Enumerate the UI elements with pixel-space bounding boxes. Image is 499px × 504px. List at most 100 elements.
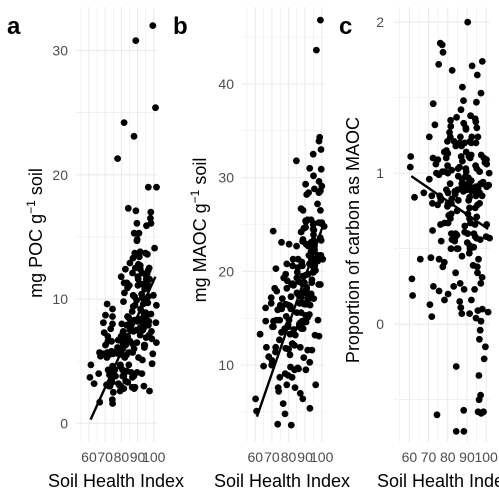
- data-point: [135, 229, 143, 237]
- x-tick-label: 60: [81, 449, 97, 465]
- data-point: [477, 391, 484, 399]
- data-point: [142, 275, 150, 283]
- data-point: [120, 298, 127, 305]
- data-point: [267, 299, 275, 307]
- data-point: [435, 287, 443, 295]
- data-point: [86, 374, 94, 381]
- data-point: [454, 196, 462, 204]
- data-point: [262, 304, 269, 312]
- data-point: [452, 363, 460, 370]
- data-point: [272, 265, 280, 272]
- data-point: [144, 183, 152, 191]
- data-point: [115, 381, 123, 389]
- data-point: [282, 270, 290, 278]
- data-point: [451, 234, 459, 242]
- data-point: [474, 201, 481, 209]
- grid: [76, 7, 157, 442]
- data-point: [132, 207, 140, 215]
- data-point: [456, 280, 464, 287]
- data-point: [289, 262, 296, 270]
- data-point: [125, 314, 133, 322]
- data-point: [477, 151, 485, 159]
- data-point: [435, 61, 443, 68]
- y-axis-label-b: mg MAOC g−1 soil: [188, 158, 210, 303]
- data-point: [468, 62, 476, 70]
- data-point: [420, 189, 428, 197]
- data-point: [475, 255, 482, 263]
- data-point: [125, 361, 133, 369]
- data-point: [448, 166, 455, 174]
- data-point: [471, 233, 479, 241]
- data-point: [429, 200, 436, 207]
- data-point: [117, 273, 125, 281]
- data-point: [279, 400, 287, 407]
- y-axis-label-c: Proportion of carbon as MAOC: [343, 117, 363, 363]
- data-point: [302, 180, 309, 188]
- data-point: [460, 428, 468, 435]
- y-tick-label: 30: [218, 170, 234, 186]
- data-point: [296, 389, 304, 397]
- data-point: [411, 193, 418, 201]
- data-point: [281, 370, 289, 377]
- data-point: [293, 268, 301, 276]
- data-point: [472, 183, 480, 191]
- x-tick-label: 90: [297, 449, 313, 465]
- data-point: [287, 421, 295, 429]
- data-point: [299, 395, 307, 403]
- data-point: [474, 133, 482, 141]
- data-point: [466, 310, 473, 317]
- data-point: [428, 192, 436, 200]
- y-tick-label: 20: [218, 263, 234, 279]
- data-point: [120, 119, 128, 126]
- data-point: [282, 313, 290, 320]
- data-point: [134, 275, 142, 283]
- data-point: [437, 237, 445, 245]
- data-point: [121, 367, 128, 375]
- data-point: [317, 16, 324, 24]
- data-point: [472, 139, 480, 147]
- data-point: [458, 252, 466, 260]
- x-tick-label: 90: [459, 449, 475, 465]
- data-point: [315, 178, 323, 185]
- data-point: [119, 328, 127, 335]
- data-point: [460, 286, 468, 293]
- data-point: [122, 265, 129, 273]
- data-point: [283, 284, 291, 292]
- data-point: [433, 411, 441, 419]
- data-point: [285, 240, 293, 248]
- data-point: [447, 215, 454, 222]
- data-point: [304, 295, 312, 302]
- x-tick-label: 80: [281, 449, 297, 465]
- data-point: [278, 238, 285, 246]
- data-point: [108, 337, 115, 345]
- panel-a: a mg POC g−1 soil Soil Health Index 0 10 2…: [7, 7, 184, 491]
- data-point: [425, 175, 433, 183]
- data-point: [482, 343, 489, 351]
- data-point: [147, 214, 154, 222]
- data-point: [267, 294, 275, 301]
- data-point: [298, 323, 306, 331]
- data-point: [468, 296, 475, 304]
- data-point: [153, 301, 160, 309]
- data-point: [464, 180, 472, 188]
- data-point: [406, 163, 414, 171]
- data-point: [298, 317, 306, 325]
- data-point: [461, 222, 469, 230]
- data-point: [446, 180, 454, 188]
- data-point: [274, 420, 282, 428]
- data-point: [473, 124, 481, 132]
- fit-line: [89, 276, 157, 421]
- data-point: [293, 309, 301, 316]
- data-point: [135, 354, 142, 361]
- data-point: [100, 319, 107, 327]
- data-point: [439, 48, 447, 56]
- data-point: [130, 385, 138, 392]
- data-point: [288, 373, 296, 381]
- data-point: [444, 162, 451, 170]
- data-point: [126, 259, 134, 267]
- data-point: [117, 361, 124, 369]
- x-tick-label: 80: [440, 449, 456, 465]
- x-tick-label: 100: [310, 449, 334, 465]
- data-point: [310, 226, 318, 234]
